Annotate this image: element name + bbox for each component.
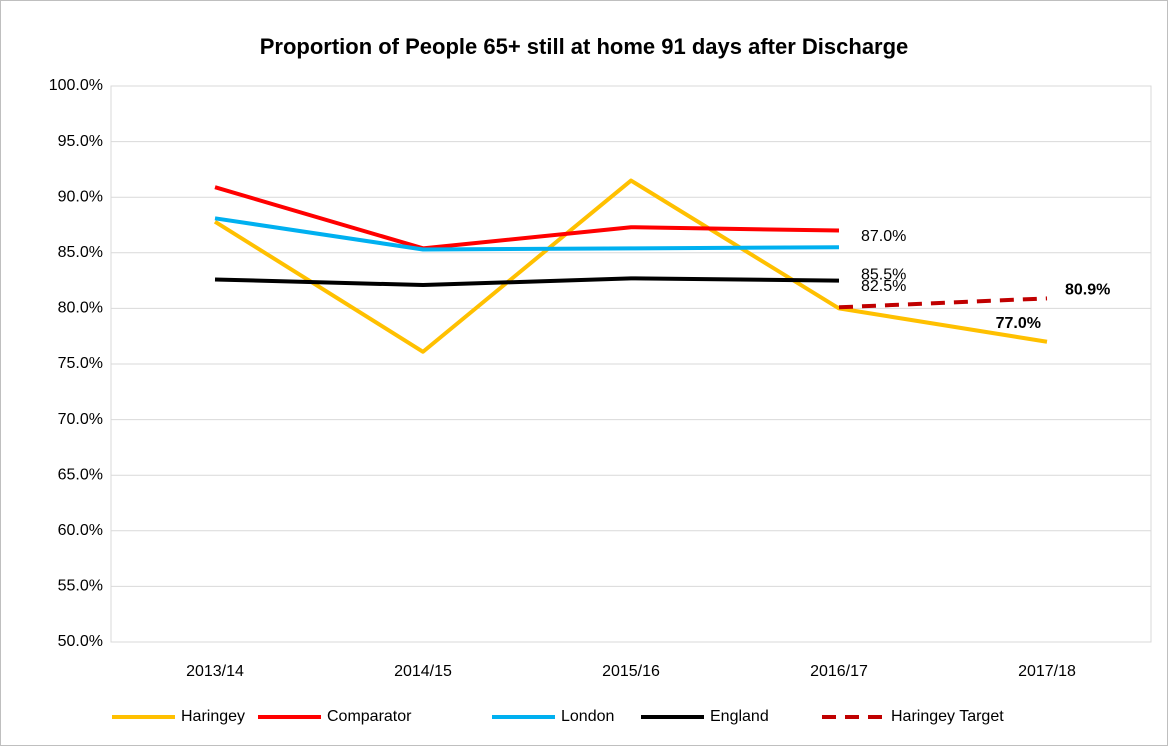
y-tick-label: 80.0% bbox=[58, 300, 103, 317]
series-line bbox=[214, 185, 840, 251]
series-line bbox=[213, 178, 1048, 354]
legend-label: London bbox=[561, 708, 614, 725]
legend-label: Comparator bbox=[327, 708, 412, 725]
data-label: 85.5% bbox=[861, 266, 906, 283]
legend-label: England bbox=[710, 708, 769, 725]
series-line bbox=[214, 276, 840, 288]
x-tick-label: 2014/15 bbox=[394, 663, 452, 680]
legend-label: Haringey Target bbox=[891, 708, 1004, 725]
series-line bbox=[214, 216, 840, 252]
y-tick-label: 95.0% bbox=[58, 133, 103, 150]
y-tick-label: 55.0% bbox=[58, 578, 103, 595]
y-tick-label: 60.0% bbox=[58, 522, 103, 539]
chart-title: Proportion of People 65+ still at home 9… bbox=[260, 34, 909, 59]
data-label: 82.5% bbox=[861, 278, 906, 295]
y-tick-label: 100.0% bbox=[49, 77, 103, 94]
x-tick-label: 2017/18 bbox=[1018, 663, 1076, 680]
x-tick-label: 2015/16 bbox=[602, 663, 660, 680]
y-tick-label: 70.0% bbox=[58, 411, 103, 428]
y-tick-label: 90.0% bbox=[58, 188, 103, 205]
plot-border bbox=[110, 85, 1152, 643]
data-label: 77.0% bbox=[996, 315, 1041, 332]
x-tick-label: 2016/17 bbox=[810, 663, 868, 680]
y-tick-label: 65.0% bbox=[58, 466, 103, 483]
y-tick-label: 75.0% bbox=[58, 355, 103, 372]
data-label: 80.9% bbox=[1065, 282, 1110, 299]
series-line bbox=[838, 296, 1048, 310]
y-tick-label: 85.0% bbox=[58, 244, 103, 261]
legend-label: Haringey bbox=[181, 708, 245, 725]
y-tick-label: 50.0% bbox=[58, 633, 103, 650]
x-tick-label: 2013/14 bbox=[186, 663, 244, 680]
data-label: 87.0% bbox=[861, 228, 906, 245]
